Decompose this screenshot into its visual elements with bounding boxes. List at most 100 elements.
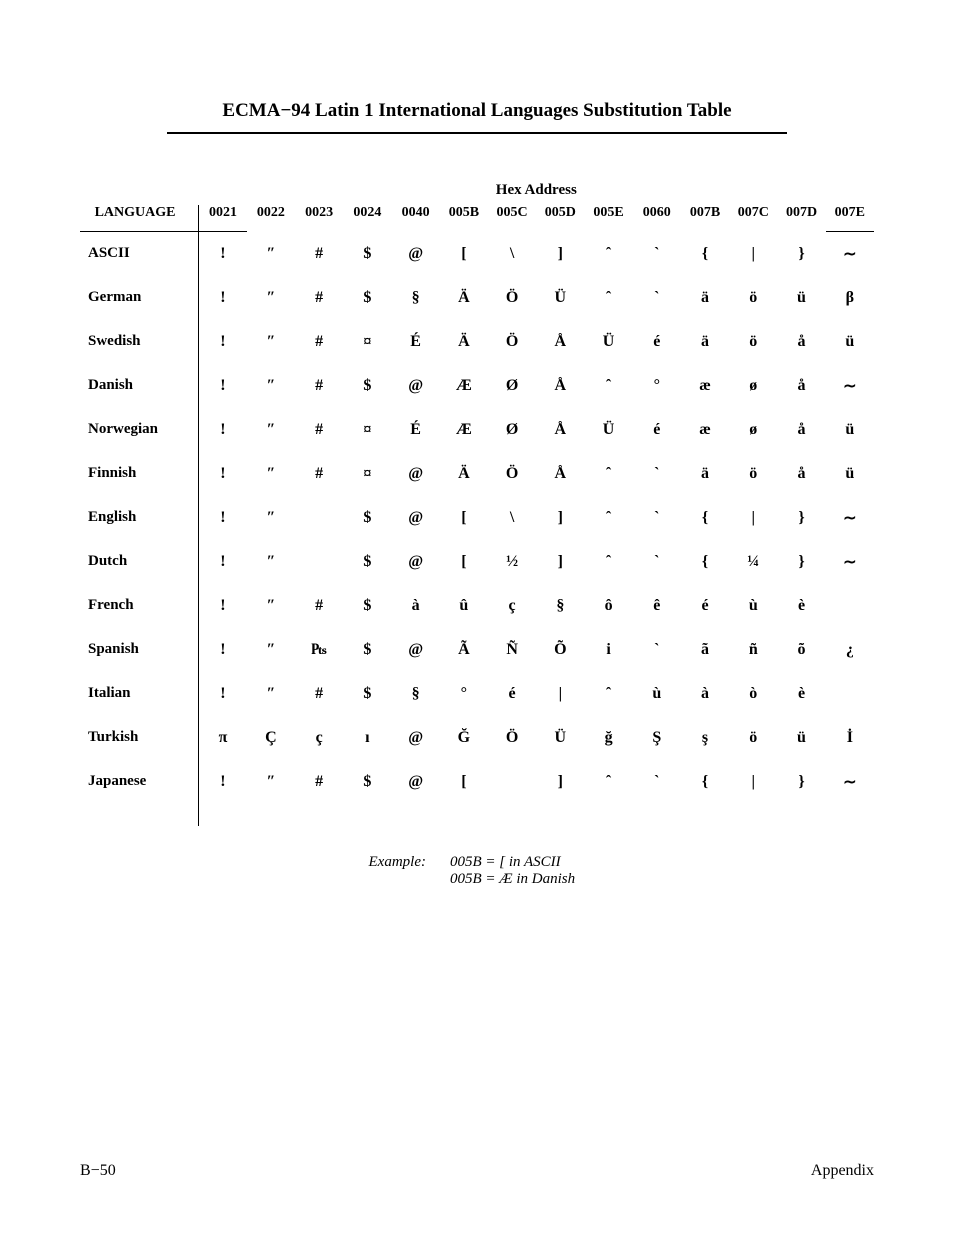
char-cell: ñ xyxy=(729,628,777,672)
char-cell: ş xyxy=(681,716,729,760)
char-cell: ] xyxy=(536,232,584,276)
char-cell: ! xyxy=(199,408,247,452)
page-title: ECMA−94 Latin 1 International Languages … xyxy=(80,100,874,122)
char-cell: { xyxy=(681,760,729,804)
char-cell: \ xyxy=(488,496,536,540)
char-cell: è xyxy=(777,672,825,716)
char-cell: # xyxy=(295,584,343,628)
hex-address-header: Hex Address xyxy=(199,182,874,205)
char-cell: ğ xyxy=(584,716,632,760)
char-cell xyxy=(295,540,343,584)
char-cell: ″ xyxy=(247,628,295,672)
char-cell: ö xyxy=(729,716,777,760)
language-name: French xyxy=(80,584,199,628)
table-tail xyxy=(80,804,874,826)
char-cell: ö xyxy=(729,320,777,364)
char-cell: å xyxy=(777,408,825,452)
char-cell: ˆ xyxy=(584,276,632,320)
language-name: Turkish xyxy=(80,716,199,760)
char-cell: { xyxy=(681,496,729,540)
char-cell: # xyxy=(295,452,343,496)
char-cell: ″ xyxy=(247,276,295,320)
char-cell: ∼ xyxy=(826,540,874,584)
example-label: Example: xyxy=(80,854,450,888)
char-cell: # xyxy=(295,672,343,716)
page-footer: B−50 Appendix xyxy=(80,1162,874,1180)
char-cell: Ä xyxy=(440,320,488,364)
char-cell: ¤ xyxy=(343,320,391,364)
char-cell xyxy=(826,584,874,628)
example-line: 005B = Æ in Danish xyxy=(450,871,575,888)
hex-column-header: 0023 xyxy=(295,205,343,232)
char-cell: ₧ xyxy=(295,628,343,672)
example-block: Example: 005B = [ in ASCII 005B = Æ in D… xyxy=(80,854,874,888)
char-cell: ı xyxy=(343,716,391,760)
language-name: Swedish xyxy=(80,320,199,364)
char-cell: ç xyxy=(488,584,536,628)
char-cell: Ö xyxy=(488,320,536,364)
char-cell: ½ xyxy=(488,540,536,584)
char-cell: é xyxy=(633,320,681,364)
char-cell xyxy=(826,672,874,716)
char-cell: # xyxy=(295,276,343,320)
char-cell: # xyxy=(295,364,343,408)
char-cell: ° xyxy=(440,672,488,716)
char-cell: Ã xyxy=(440,628,488,672)
char-cell: ` xyxy=(633,276,681,320)
char-cell: ″ xyxy=(247,584,295,628)
table-row: Italian!″#$§°é|ˆùàòè xyxy=(80,672,874,716)
char-cell: ö xyxy=(729,452,777,496)
char-cell: ˆ xyxy=(584,760,632,804)
char-cell: | xyxy=(536,672,584,716)
char-cell: Ü xyxy=(584,408,632,452)
char-cell: # xyxy=(295,408,343,452)
hex-column-header: 0024 xyxy=(343,205,391,232)
char-cell: $ xyxy=(343,584,391,628)
char-cell: ″ xyxy=(247,320,295,364)
table-row: ASCII!″#$@[\]ˆ`{|}∼ xyxy=(80,232,874,276)
char-cell: ü xyxy=(826,408,874,452)
table-row: Spanish!″₧$@ÃÑÕi`ãñõ¿ xyxy=(80,628,874,672)
char-cell: @ xyxy=(392,716,440,760)
char-cell: ″ xyxy=(247,496,295,540)
hex-column-header: 0060 xyxy=(633,205,681,232)
char-cell: ä xyxy=(681,276,729,320)
char-cell: Ğ xyxy=(440,716,488,760)
char-cell: Ö xyxy=(488,716,536,760)
substitution-table: Hex Address LANGUAGE 0021002200230024004… xyxy=(80,182,874,826)
table-row: English!″$@[\]ˆ`{|}∼ xyxy=(80,496,874,540)
char-cell: Õ xyxy=(536,628,584,672)
char-cell: ! xyxy=(199,452,247,496)
char-cell: | xyxy=(729,232,777,276)
char-cell: å xyxy=(777,364,825,408)
char-cell: [ xyxy=(440,540,488,584)
char-cell: å xyxy=(777,452,825,496)
char-cell: Ö xyxy=(488,452,536,496)
language-name: ASCII xyxy=(80,232,199,276)
hex-column-header: 0040 xyxy=(392,205,440,232)
language-name: Danish xyxy=(80,364,199,408)
language-column-header: LANGUAGE xyxy=(80,205,199,232)
char-cell: Å xyxy=(536,364,584,408)
language-name: Spanish xyxy=(80,628,199,672)
char-cell: å xyxy=(777,320,825,364)
char-cell: ∼ xyxy=(826,760,874,804)
hex-column-header: 005B xyxy=(440,205,488,232)
char-cell: ¿ xyxy=(826,628,874,672)
char-cell: ″ xyxy=(247,452,295,496)
char-cell: é xyxy=(488,672,536,716)
language-name: German xyxy=(80,276,199,320)
char-cell: Ü xyxy=(536,276,584,320)
hex-column-header: 005D xyxy=(536,205,584,232)
hex-column-header: 007E xyxy=(826,205,874,232)
char-cell: ø xyxy=(729,408,777,452)
char-cell: à xyxy=(392,584,440,628)
language-name: Norwegian xyxy=(80,408,199,452)
table-row: Swedish!″#¤ÉÄÖÅÜéäöåü xyxy=(80,320,874,364)
char-cell: $ xyxy=(343,496,391,540)
char-cell: ê xyxy=(633,584,681,628)
char-cell: ! xyxy=(199,760,247,804)
char-cell: ù xyxy=(633,672,681,716)
char-cell: ø xyxy=(729,364,777,408)
char-cell: Ö xyxy=(488,276,536,320)
